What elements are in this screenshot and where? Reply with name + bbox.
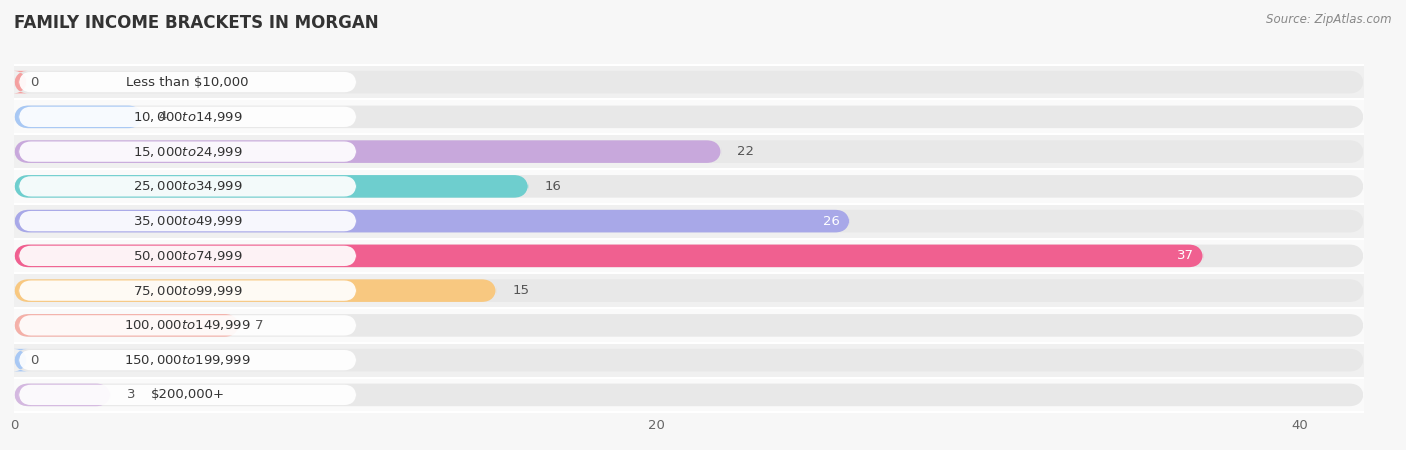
Text: $15,000 to $24,999: $15,000 to $24,999 xyxy=(132,144,242,158)
Text: $75,000 to $99,999: $75,000 to $99,999 xyxy=(132,284,242,297)
Text: $35,000 to $49,999: $35,000 to $49,999 xyxy=(132,214,242,228)
Bar xyxy=(14,273,1364,308)
Bar xyxy=(14,65,1364,99)
Text: 16: 16 xyxy=(544,180,561,193)
Text: $25,000 to $34,999: $25,000 to $34,999 xyxy=(132,180,242,194)
Text: $100,000 to $149,999: $100,000 to $149,999 xyxy=(124,319,250,333)
FancyBboxPatch shape xyxy=(14,245,1204,267)
FancyBboxPatch shape xyxy=(14,279,496,302)
Text: 4: 4 xyxy=(159,110,167,123)
Text: Source: ZipAtlas.com: Source: ZipAtlas.com xyxy=(1267,14,1392,27)
Text: $200,000+: $200,000+ xyxy=(150,388,225,401)
FancyBboxPatch shape xyxy=(18,315,356,336)
Text: 7: 7 xyxy=(254,319,263,332)
FancyBboxPatch shape xyxy=(18,350,356,370)
FancyBboxPatch shape xyxy=(14,106,1364,128)
Bar xyxy=(14,204,1364,238)
FancyBboxPatch shape xyxy=(18,246,356,266)
FancyBboxPatch shape xyxy=(18,72,356,92)
Text: $150,000 to $199,999: $150,000 to $199,999 xyxy=(124,353,250,367)
FancyBboxPatch shape xyxy=(14,140,721,163)
Text: $10,000 to $14,999: $10,000 to $14,999 xyxy=(132,110,242,124)
FancyBboxPatch shape xyxy=(14,210,849,232)
FancyBboxPatch shape xyxy=(14,383,1364,406)
FancyBboxPatch shape xyxy=(14,349,1364,371)
Bar xyxy=(14,134,1364,169)
Text: 22: 22 xyxy=(737,145,754,158)
FancyBboxPatch shape xyxy=(14,383,111,406)
FancyBboxPatch shape xyxy=(14,210,1364,232)
FancyBboxPatch shape xyxy=(18,211,356,231)
FancyBboxPatch shape xyxy=(14,175,529,198)
Bar xyxy=(14,308,1364,343)
FancyBboxPatch shape xyxy=(18,176,356,197)
FancyBboxPatch shape xyxy=(18,141,356,162)
FancyBboxPatch shape xyxy=(14,245,1364,267)
FancyBboxPatch shape xyxy=(14,140,1364,163)
Bar xyxy=(14,343,1364,378)
Text: FAMILY INCOME BRACKETS IN MORGAN: FAMILY INCOME BRACKETS IN MORGAN xyxy=(14,14,378,32)
FancyBboxPatch shape xyxy=(14,314,239,337)
Text: 37: 37 xyxy=(1177,249,1194,262)
FancyBboxPatch shape xyxy=(13,349,28,371)
Text: 0: 0 xyxy=(30,354,38,367)
Text: 26: 26 xyxy=(823,215,839,228)
Text: 15: 15 xyxy=(512,284,529,297)
FancyBboxPatch shape xyxy=(14,314,1364,337)
FancyBboxPatch shape xyxy=(13,71,28,94)
Bar xyxy=(14,378,1364,412)
FancyBboxPatch shape xyxy=(14,71,1364,94)
Text: Less than $10,000: Less than $10,000 xyxy=(127,76,249,89)
Bar xyxy=(14,99,1364,134)
FancyBboxPatch shape xyxy=(14,279,1364,302)
FancyBboxPatch shape xyxy=(18,107,356,127)
Text: 3: 3 xyxy=(127,388,135,401)
Text: $50,000 to $74,999: $50,000 to $74,999 xyxy=(132,249,242,263)
Bar xyxy=(14,169,1364,204)
Text: 0: 0 xyxy=(30,76,38,89)
FancyBboxPatch shape xyxy=(14,175,1364,198)
FancyBboxPatch shape xyxy=(18,280,356,301)
FancyBboxPatch shape xyxy=(18,385,356,405)
FancyBboxPatch shape xyxy=(14,106,142,128)
Bar xyxy=(14,238,1364,273)
